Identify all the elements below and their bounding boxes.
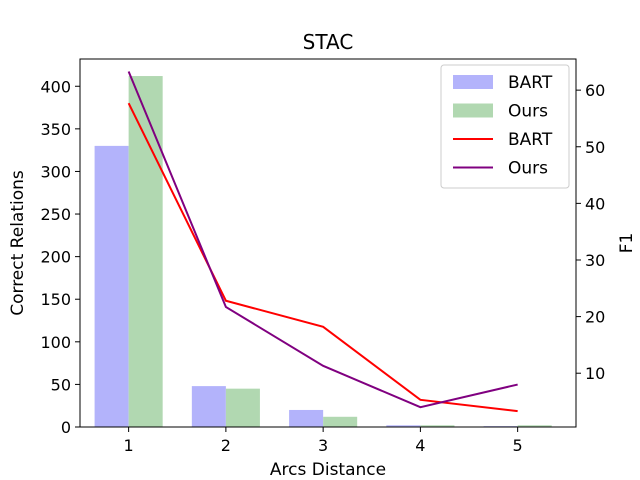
x-tick-label: 2 bbox=[221, 436, 231, 455]
x-axis-label: Arcs Distance bbox=[270, 460, 386, 480]
bar-ours-1 bbox=[128, 76, 163, 427]
x-tick-label: 1 bbox=[124, 436, 134, 455]
legend: BART Ours BART Ours bbox=[440, 64, 570, 189]
left-y-tick-label: 0 bbox=[61, 418, 71, 437]
x-tick-label: 5 bbox=[513, 436, 523, 455]
x-axis: 1 2 3 4 5 bbox=[124, 427, 523, 455]
right-y-tick-label: 40 bbox=[585, 194, 605, 213]
chart-title: STAC bbox=[303, 30, 354, 54]
bar-ours-2 bbox=[225, 388, 260, 427]
bar-bart-4 bbox=[386, 425, 421, 427]
right-y-tick-label: 30 bbox=[585, 251, 605, 270]
line-bart bbox=[127, 102, 518, 413]
bar-bart-1 bbox=[94, 145, 129, 427]
left-y-tick-label: 400 bbox=[40, 77, 71, 96]
right-y-tick-label: 20 bbox=[585, 308, 605, 327]
legend-swatch-bar-ours bbox=[453, 103, 493, 118]
right-y-axis-label: F1 bbox=[617, 233, 637, 254]
legend-label: BART bbox=[508, 130, 553, 150]
plot-frame bbox=[79, 58, 577, 428]
line-ours bbox=[127, 71, 518, 409]
right-y-tick-label: 60 bbox=[585, 81, 605, 100]
right-y-tick-label: 10 bbox=[585, 364, 605, 383]
legend-label: Ours bbox=[508, 102, 548, 122]
left-y-axis-label: Correct Relations bbox=[8, 170, 28, 316]
bar-ours-4 bbox=[420, 425, 455, 427]
left-y-tick-label: 200 bbox=[40, 248, 71, 267]
legend-swatch-bar-bart bbox=[453, 75, 493, 89]
right-y-tick-label: 50 bbox=[585, 138, 605, 157]
left-y-axis: 0 50 100 150 200 250 300 350 400 bbox=[40, 77, 80, 437]
left-y-tick-label: 100 bbox=[40, 333, 71, 352]
left-y-tick-label: 50 bbox=[51, 375, 71, 394]
right-y-axis: 10 20 30 40 50 60 bbox=[576, 81, 605, 383]
legend-label: BART bbox=[508, 73, 553, 93]
bar-bart-3 bbox=[289, 409, 324, 427]
left-y-tick-label: 300 bbox=[40, 162, 71, 181]
left-y-tick-label: 150 bbox=[40, 290, 71, 309]
legend-label: Ours bbox=[508, 159, 548, 179]
bar-ours-3 bbox=[323, 416, 358, 427]
left-y-tick-label: 350 bbox=[40, 120, 71, 139]
legend-box bbox=[440, 64, 570, 189]
bar-bart-2 bbox=[191, 386, 226, 427]
x-tick-label: 4 bbox=[415, 436, 425, 455]
line-layer bbox=[127, 71, 518, 413]
bar-ours-5 bbox=[517, 425, 552, 427]
bar-layer bbox=[94, 76, 552, 427]
x-tick-label: 3 bbox=[318, 436, 328, 455]
left-y-tick-label: 250 bbox=[40, 205, 71, 224]
